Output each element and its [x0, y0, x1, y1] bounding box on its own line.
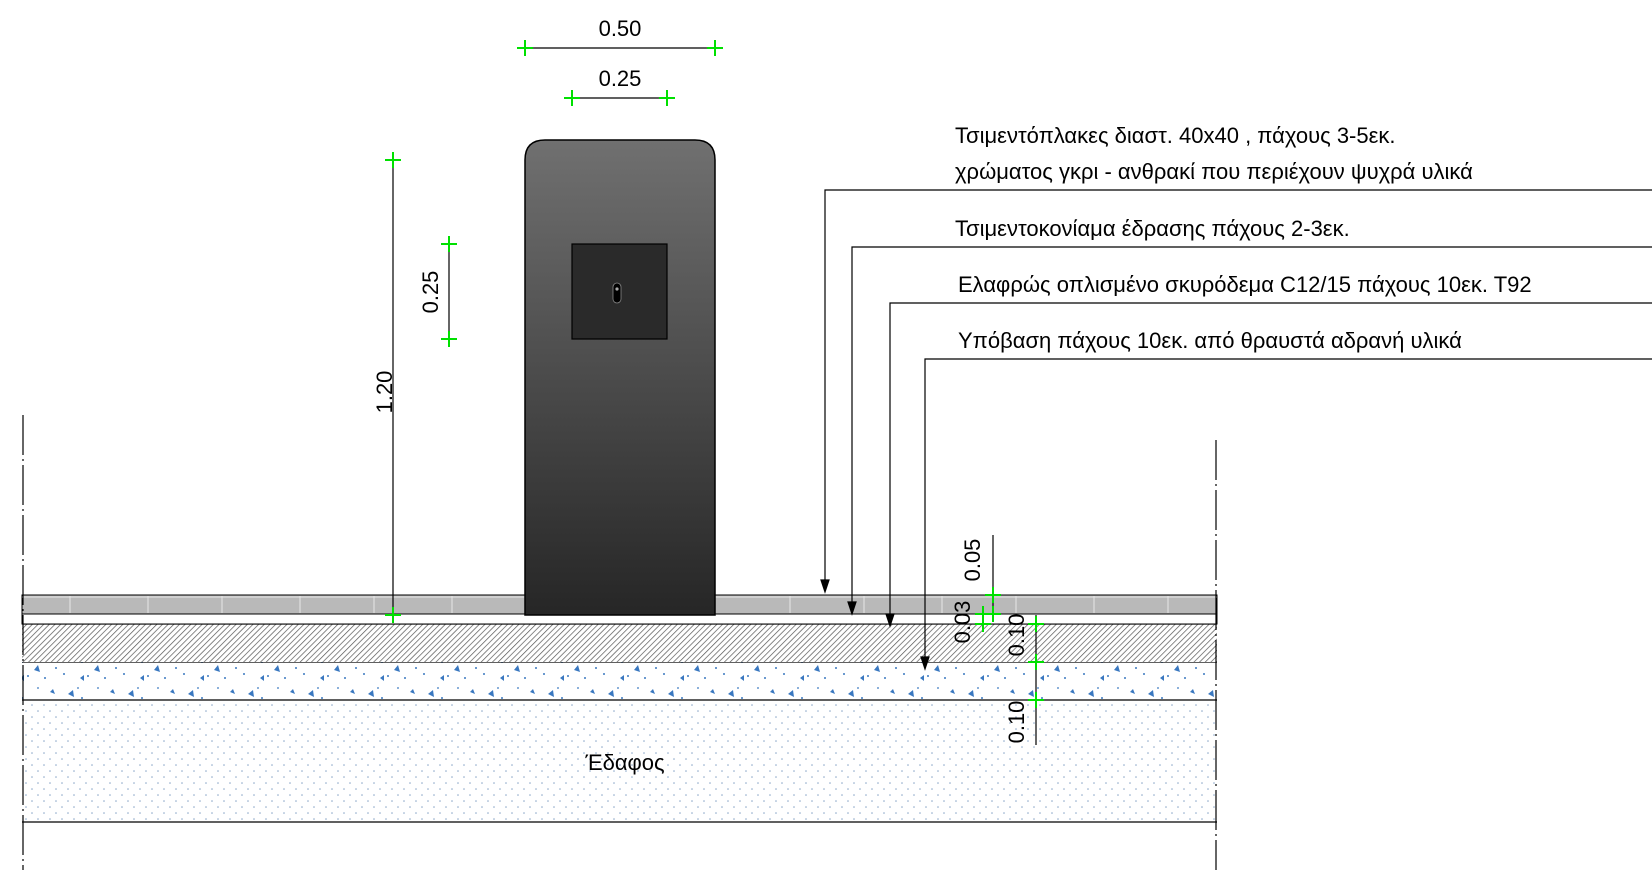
callout-mortar: Τσιμεντοκονίαμα έδρασης πάχους 2-3εκ. [955, 216, 1350, 241]
charging-post [524, 139, 716, 616]
soil-label: Έδαφος [584, 750, 664, 775]
dim-concrete-label: 0.10 [1004, 614, 1029, 657]
dim-height-total [385, 152, 401, 623]
dim-socket-label: 0.25 [418, 271, 443, 314]
dim-mortar-label: 0.03 [950, 601, 975, 644]
callout-leaders [820, 189, 1652, 671]
soil-layer [22, 700, 1217, 822]
dim-layers [975, 535, 1044, 745]
dim-width-inner-label: 0.25 [599, 66, 642, 91]
dim-width-inner [564, 90, 675, 106]
subbase-layer [22, 662, 1217, 700]
dim-subbase-label: 0.10 [1004, 701, 1029, 744]
dim-tile-label: 0.05 [960, 539, 985, 582]
dim-height-total-label: 1.20 [372, 371, 397, 414]
callout-subbase: Υπόβαση πάχους 10εκ. από θραυστά αδρανή … [958, 328, 1462, 353]
dim-width-top [517, 40, 723, 56]
callout-tiles-line1: Τσιμεντόπλακες διαστ. 40x40 , πάχους 3-5… [955, 123, 1396, 148]
callout-concrete: Ελαφρώς οπλισμένο σκυρόδεμα C12/15 πάχου… [958, 272, 1532, 297]
dim-width-top-label: 0.50 [599, 16, 642, 41]
concrete-layer [22, 624, 1217, 662]
socket-icon [612, 282, 622, 304]
dim-socket [441, 236, 457, 347]
callout-tiles-line2: χρώματος γκρι - ανθρακί που περιέχουν ψυ… [955, 159, 1473, 184]
